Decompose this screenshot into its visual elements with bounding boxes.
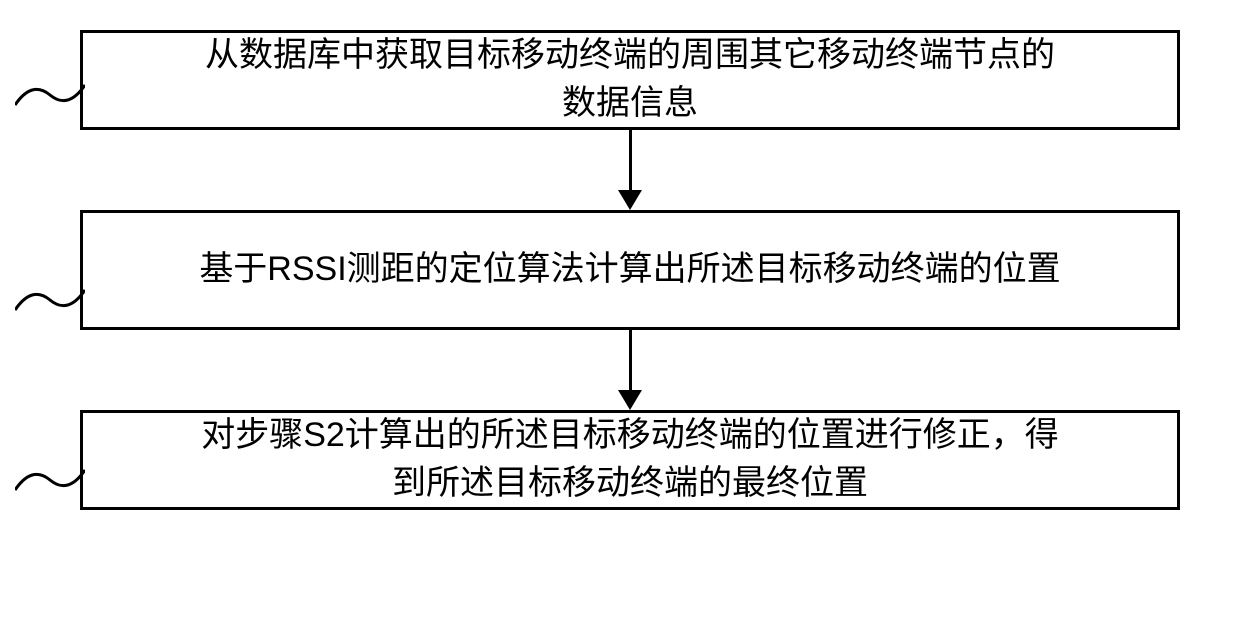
- step-s2-row: S2 基于RSSI测距的定位算法计算出所述目标移动终端的位置: [80, 210, 1180, 330]
- step-s1-box: 从数据库中获取目标移动终端的周围其它移动终端节点的 数据信息: [80, 30, 1180, 130]
- arrow-s1-s2-head: [618, 190, 642, 210]
- connector-wave-s3: [15, 460, 85, 500]
- flowchart-container: S1 从数据库中获取目标移动终端的周围其它移动终端节点的 数据信息 S2 基于R…: [80, 30, 1180, 510]
- step-s1-row: S1 从数据库中获取目标移动终端的周围其它移动终端节点的 数据信息: [80, 30, 1180, 130]
- connector-wave-s1: [15, 75, 85, 115]
- step-s1-content: 从数据库中获取目标移动终端的周围其它移动终端节点的 数据信息: [103, 32, 1157, 127]
- arrow-s1-s2-line: [629, 130, 632, 195]
- arrow-s1-s2: [80, 130, 1180, 210]
- step-s2-line1: 基于RSSI测距的定位算法计算出所述目标移动终端的位置: [103, 246, 1157, 294]
- step-s3-row: S3 对步骤S2计算出的所述目标移动终端的位置进行修正，得 到所述目标移动终端的…: [80, 410, 1180, 510]
- arrow-s2-s3: [80, 330, 1180, 410]
- arrow-s2-s3-head: [618, 390, 642, 410]
- connector-wave-s2: [15, 280, 85, 320]
- step-s2-content: 基于RSSI测距的定位算法计算出所述目标移动终端的位置: [103, 246, 1157, 294]
- step-s3-line1: 对步骤S2计算出的所述目标移动终端的位置进行修正，得: [103, 412, 1157, 460]
- arrow-s2-s3-line: [629, 330, 632, 395]
- step-s3-content: 对步骤S2计算出的所述目标移动终端的位置进行修正，得 到所述目标移动终端的最终位…: [103, 412, 1157, 507]
- step-s1-line2: 数据信息: [103, 80, 1157, 128]
- step-s3-line2: 到所述目标移动终端的最终位置: [103, 460, 1157, 508]
- step-s1-line1: 从数据库中获取目标移动终端的周围其它移动终端节点的: [103, 32, 1157, 80]
- step-s3-box: 对步骤S2计算出的所述目标移动终端的位置进行修正，得 到所述目标移动终端的最终位…: [80, 410, 1180, 510]
- step-s2-box: 基于RSSI测距的定位算法计算出所述目标移动终端的位置: [80, 210, 1180, 330]
